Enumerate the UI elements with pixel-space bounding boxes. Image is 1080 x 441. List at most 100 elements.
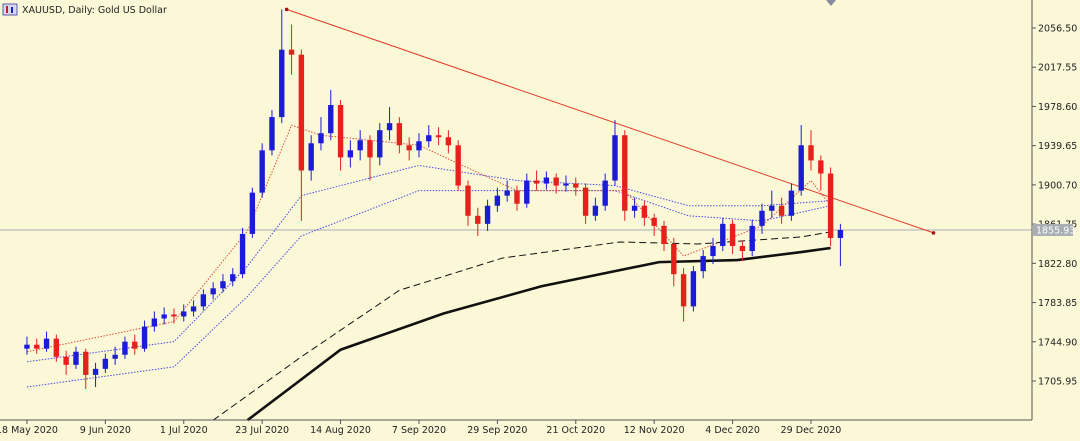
candle-body xyxy=(298,54,305,171)
candle-body xyxy=(445,137,452,146)
candle-body xyxy=(435,135,442,138)
trendline-anchor xyxy=(931,231,936,235)
plot-area xyxy=(0,7,1032,422)
candle-body xyxy=(230,274,236,282)
candle-body xyxy=(641,205,648,218)
candle-body xyxy=(788,190,795,216)
candle-body xyxy=(83,351,89,375)
x-tick-label: 14 Aug 2020 xyxy=(310,425,371,436)
last-price-box xyxy=(1033,223,1073,236)
candle-body xyxy=(739,245,746,252)
moving-average xyxy=(26,124,831,353)
y-tick-label: 1744.90 xyxy=(1038,337,1077,348)
candle-body xyxy=(200,294,207,307)
candle-body xyxy=(720,223,726,246)
candle-body xyxy=(416,141,422,151)
candle-body xyxy=(406,145,412,151)
candle-body xyxy=(484,205,491,224)
candle-body xyxy=(24,344,30,349)
candle-body xyxy=(808,145,814,161)
symbol-icon xyxy=(2,3,18,16)
candle-body xyxy=(729,223,736,246)
moving-average xyxy=(246,246,831,422)
candle-body xyxy=(494,195,501,206)
candle-body xyxy=(396,123,403,146)
candle-body xyxy=(563,183,569,186)
candle-body xyxy=(455,145,461,186)
candle-body xyxy=(269,117,275,151)
candle-body xyxy=(337,105,344,158)
candle-body xyxy=(778,205,785,216)
x-tick-label: 21 Oct 2020 xyxy=(546,425,605,436)
candle-body xyxy=(171,314,177,317)
x-tick-label: 7 Sep 2020 xyxy=(392,425,446,436)
candle-body xyxy=(151,318,158,327)
candle-body xyxy=(249,192,256,234)
candle-body xyxy=(504,190,510,196)
y-tick-label: 1822.80 xyxy=(1038,259,1077,270)
candle-body xyxy=(700,256,706,272)
x-tick-label: 4 Dec 2020 xyxy=(705,425,760,436)
x-tick-label: 29 Dec 2020 xyxy=(781,425,842,436)
candle-body xyxy=(759,210,765,226)
candle-body xyxy=(279,49,285,118)
candle-body xyxy=(63,356,69,365)
candle-body xyxy=(102,358,109,369)
x-tick-label: 23 Jul 2020 xyxy=(235,425,289,436)
candle-body xyxy=(73,351,79,365)
candle-body xyxy=(328,105,334,134)
candle-body xyxy=(661,225,667,244)
y-tick-label: 1939.65 xyxy=(1038,141,1077,152)
candle-body xyxy=(34,344,40,349)
candle-body xyxy=(749,225,755,252)
trendline-anchor xyxy=(284,7,289,12)
candle-body xyxy=(582,187,589,216)
candle-body xyxy=(43,338,50,349)
trendline xyxy=(286,8,934,234)
candle-body xyxy=(612,135,618,181)
candle-body xyxy=(210,288,216,295)
candle-body xyxy=(239,233,246,275)
candle-body xyxy=(288,49,295,55)
candle-body xyxy=(308,143,314,171)
candle-body xyxy=(671,243,677,275)
candle-body xyxy=(680,274,687,307)
candle-body xyxy=(357,140,363,151)
candle-body xyxy=(769,205,775,211)
candle-body xyxy=(622,135,628,211)
x-tick-label: 29 Sep 2020 xyxy=(467,425,527,436)
x-tick-label: 1 Jul 2020 xyxy=(160,425,208,436)
x-tick-label: 12 Nov 2020 xyxy=(624,425,685,436)
candle-body xyxy=(465,185,471,216)
y-tick-label: 1783.85 xyxy=(1038,298,1077,309)
candle-body xyxy=(259,150,265,193)
candle-body xyxy=(161,314,167,319)
shift-marker xyxy=(826,0,836,6)
x-tick-label: 9 Jun 2020 xyxy=(80,425,131,436)
candle-body xyxy=(827,173,834,238)
y-tick-label: 1900.70 xyxy=(1038,180,1077,191)
candle-body xyxy=(533,180,540,184)
candle-body xyxy=(553,177,559,186)
x-tick-label: 18 May 2020 xyxy=(0,425,58,436)
moving-average xyxy=(26,190,831,388)
candle-body xyxy=(347,150,354,158)
candle-body xyxy=(122,341,128,355)
candle-body xyxy=(573,183,579,188)
candle-body xyxy=(190,306,197,312)
candle-body xyxy=(132,341,138,349)
candle-body xyxy=(475,215,481,224)
y-tick-label: 2017.55 xyxy=(1038,63,1077,74)
candle-body xyxy=(524,180,530,204)
candle-body xyxy=(220,281,226,289)
candle-body xyxy=(543,177,550,184)
chart-title: XAUUSD, Daily: Gold US Dollar xyxy=(22,5,167,16)
y-tick-label: 1705.95 xyxy=(1038,376,1077,387)
candle-body xyxy=(837,229,844,238)
last-price-label: 1855.93 xyxy=(1036,225,1075,236)
candle-body xyxy=(92,368,99,375)
candle-body xyxy=(592,205,599,216)
candle-body xyxy=(386,123,393,131)
candle-body xyxy=(377,130,383,158)
candle-body xyxy=(367,140,373,158)
